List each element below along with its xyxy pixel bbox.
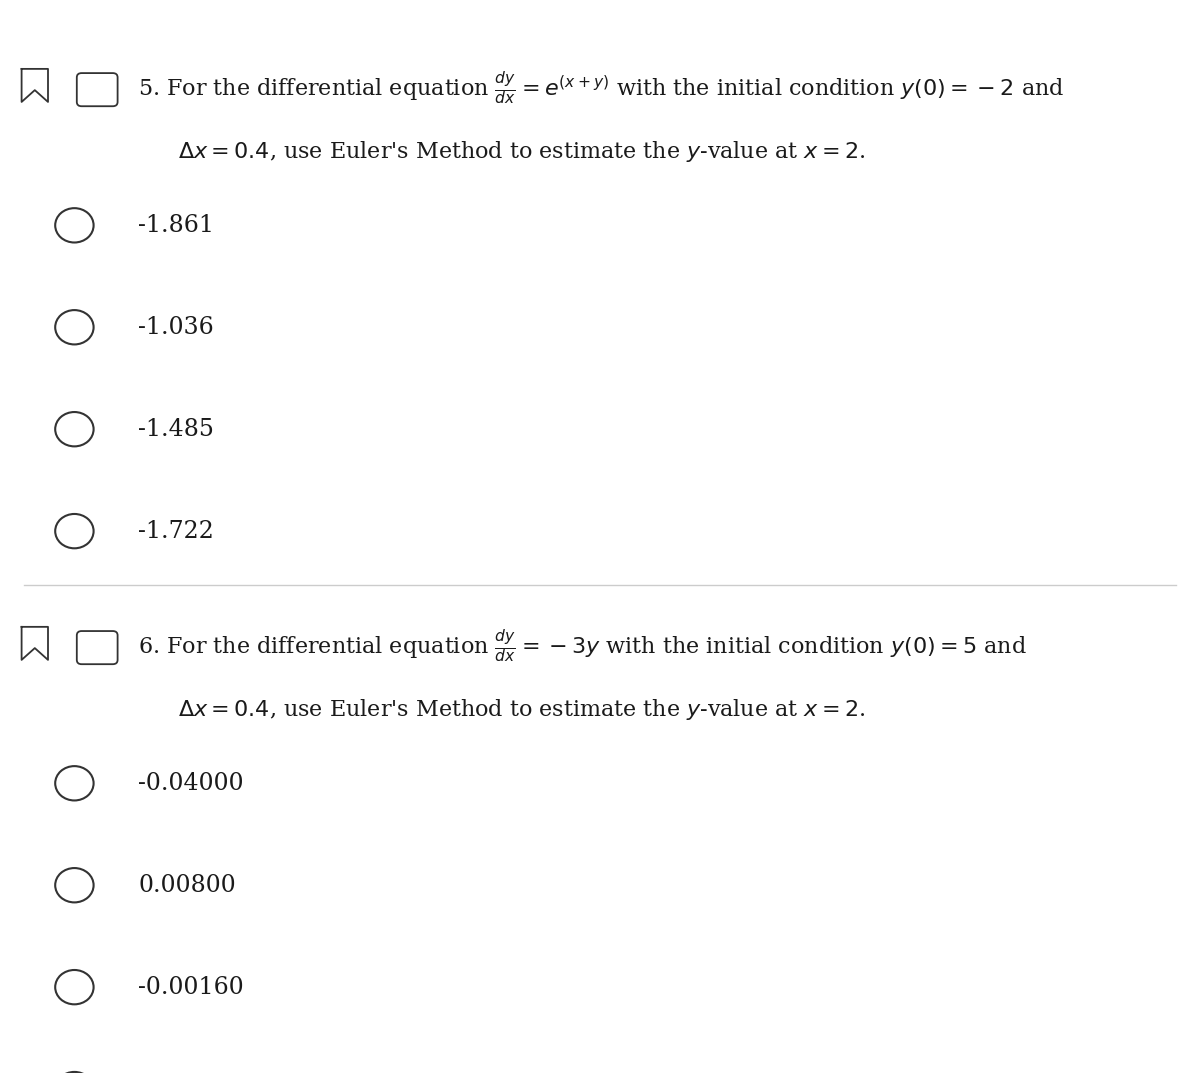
Text: 0.00800: 0.00800 — [138, 873, 235, 897]
Text: $\Delta x = 0.4$, use Euler's Method to estimate the $y$-value at $x = 2$.: $\Delta x = 0.4$, use Euler's Method to … — [178, 697, 865, 722]
FancyBboxPatch shape — [77, 631, 118, 664]
Text: -0.00160: -0.00160 — [138, 975, 244, 999]
Circle shape — [55, 1072, 94, 1073]
Text: -1.722: -1.722 — [138, 519, 214, 543]
Circle shape — [55, 412, 94, 446]
Circle shape — [55, 310, 94, 344]
Text: -1.861: -1.861 — [138, 214, 214, 237]
Text: 5. For the differential equation $\frac{dy}{dx} = e^{(x+y)}$ with the initial co: 5. For the differential equation $\frac{… — [138, 70, 1064, 107]
Circle shape — [55, 208, 94, 242]
Polygon shape — [22, 627, 48, 660]
Text: -1.036: -1.036 — [138, 315, 214, 339]
Circle shape — [55, 514, 94, 548]
Text: -1.485: -1.485 — [138, 417, 214, 441]
Circle shape — [55, 868, 94, 902]
Text: -0.04000: -0.04000 — [138, 771, 244, 795]
Circle shape — [55, 766, 94, 800]
FancyBboxPatch shape — [77, 73, 118, 106]
Polygon shape — [22, 69, 48, 102]
Text: 6. For the differential equation $\frac{dy}{dx} = -3y$ with the initial conditio: 6. For the differential equation $\frac{… — [138, 628, 1027, 665]
Circle shape — [55, 970, 94, 1004]
Text: $\Delta x = 0.4$, use Euler's Method to estimate the $y$-value at $x = 2$.: $\Delta x = 0.4$, use Euler's Method to … — [178, 139, 865, 164]
